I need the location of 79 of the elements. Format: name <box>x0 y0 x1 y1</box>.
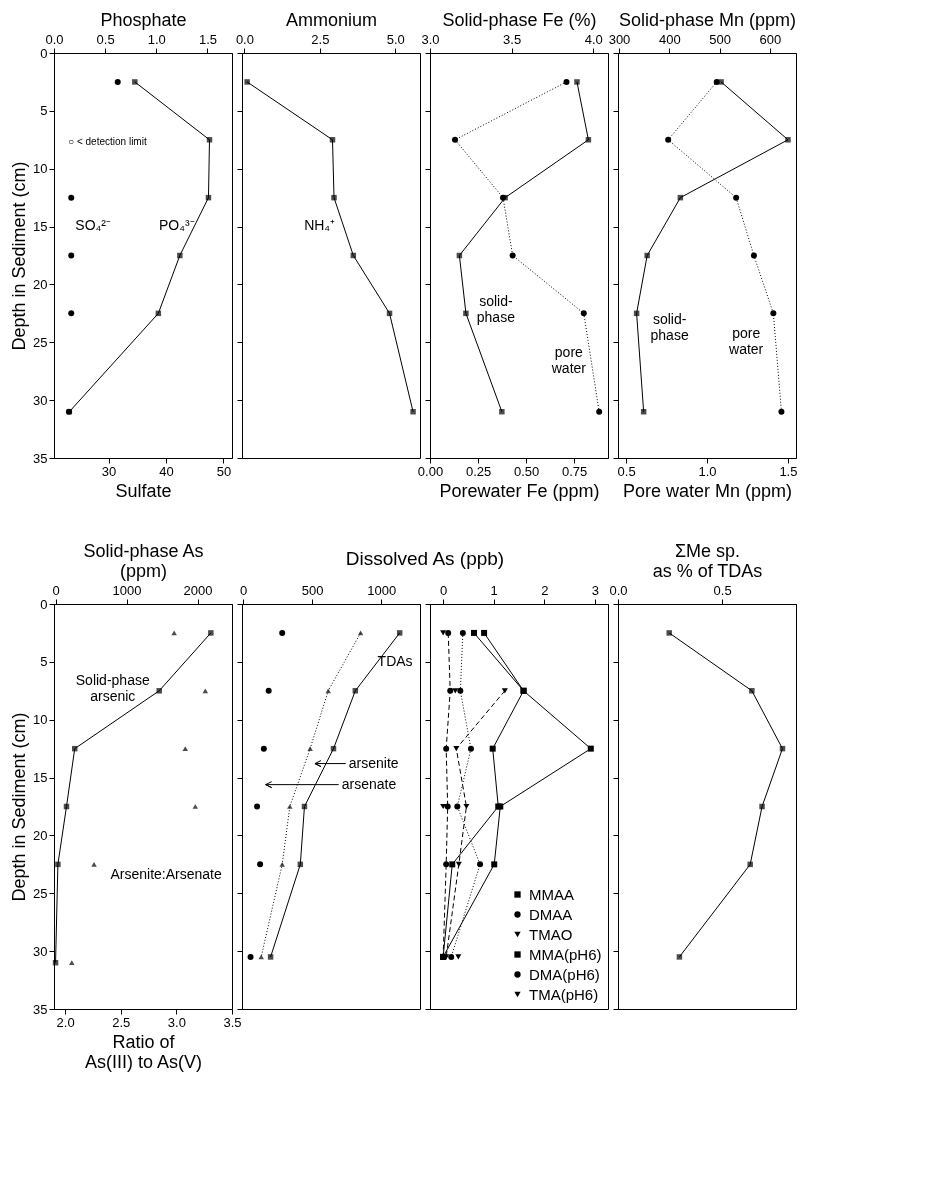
y-tick-label: 5 <box>40 654 48 670</box>
legend-label: DMA(pH6) <box>529 965 600 983</box>
y-tick-label: 15 <box>33 219 48 235</box>
x2-axis-title: Solid-phase As (ppm) <box>83 540 204 581</box>
x-tick-label: 5.0 <box>386 31 405 47</box>
x-axis-title: Ammonium <box>285 9 378 30</box>
annotation: TDAs <box>377 652 413 669</box>
x2-tick-label: 300 <box>608 31 631 47</box>
x-tick-label: 50 <box>216 463 232 479</box>
legend-label: TMAO <box>529 925 573 943</box>
annotation: ○ < detection limit <box>68 136 147 148</box>
annotation: Arsenite:Arsenate <box>110 866 222 883</box>
y-tick-label: 0 <box>40 596 48 612</box>
x-tick-label: 3.5 <box>223 1014 242 1030</box>
x-tick-label: 3 <box>591 582 599 598</box>
x-tick-label: 0.0 <box>609 582 628 598</box>
legend-label: MMA(pH6) <box>529 945 602 963</box>
x-tick-label: 0.5 <box>713 582 732 598</box>
x2-tick-label: 4.0 <box>584 31 603 47</box>
x2-tick-label: 400 <box>658 31 681 47</box>
x-tick-label: 1.0 <box>698 463 717 479</box>
x-tick-label: 500 <box>301 582 324 598</box>
annotation: solid- phase <box>650 311 689 344</box>
annotation: Solid-phase arsenic <box>75 671 150 704</box>
y-tick-label: 35 <box>33 1001 48 1017</box>
y-tick-label: 10 <box>33 161 48 177</box>
annotation: solid- phase <box>476 292 516 325</box>
x-axis-title: Ratio of As(III) to As(V) <box>84 1031 203 1072</box>
legend-label: DMAA <box>529 905 573 923</box>
x2-tick-label: 600 <box>759 31 782 47</box>
x-tick-label: 2.0 <box>56 1014 75 1030</box>
y-tick-label: 0 <box>40 45 48 61</box>
y-axis-title: Depth in Sediment (cm) <box>9 712 30 902</box>
x-tick-label: 0.75 <box>562 463 588 479</box>
x-axis-title: Pore water Mn (ppm) <box>622 480 793 501</box>
annotation: PO₄³⁻ <box>159 216 195 233</box>
x-tick-label: 40 <box>159 463 174 479</box>
x-tick-label: 1 <box>490 582 498 598</box>
y-tick-label: 20 <box>33 827 48 843</box>
annotation: arsenate <box>341 775 397 792</box>
annotation: pore water <box>728 325 764 358</box>
x2-axis-title: Solid-phase Mn (ppm) <box>618 9 797 30</box>
annotation: NH₄⁺ <box>304 216 336 233</box>
legend-label: TMA(pH6) <box>529 985 599 1003</box>
x-tick-label: 1000 <box>367 582 397 598</box>
x-tick-label: 0.25 <box>465 463 492 479</box>
x-tick-label: 0 <box>440 582 448 598</box>
legend-label: MMAA <box>529 885 574 903</box>
y-tick-label: 20 <box>33 276 48 292</box>
x-tick-label: 0.00 <box>417 463 444 479</box>
annotation: arsenite <box>348 754 399 771</box>
x2-tick-label: 2000 <box>183 582 213 598</box>
x-tick-label: 0.0 <box>235 31 254 47</box>
y-tick-label: 30 <box>33 392 48 408</box>
x-tick-label: 0.50 <box>513 463 540 479</box>
y-tick-label: 30 <box>33 943 48 959</box>
x-axis-title: Porewater Fe (ppm) <box>439 480 600 501</box>
y-axis-title: Depth in Sediment (cm) <box>9 161 30 351</box>
x-tick-label: 2.5 <box>112 1014 131 1030</box>
x-tick-label: 1.5 <box>779 463 798 479</box>
y-tick-label: 5 <box>40 103 48 119</box>
x-tick-label: 0.5 <box>617 463 636 479</box>
x-tick-label: 2.5 <box>311 31 330 47</box>
x-axis-title: Sulfate <box>115 480 172 501</box>
x-tick-label: 3.0 <box>167 1014 186 1030</box>
y-tick-label: 25 <box>33 334 48 350</box>
annotation: pore water <box>550 343 587 376</box>
y-tick-label: 25 <box>33 885 48 901</box>
annotation: SO₄²⁻ <box>75 216 111 233</box>
x-tick-label: 2 <box>541 582 549 598</box>
x-axis-title: ΣMe sp. as % of TDAs <box>652 540 763 581</box>
y-tick-label: 10 <box>33 712 48 728</box>
y-tick-label: 15 <box>33 770 48 786</box>
x-tick-label: 30 <box>101 463 117 479</box>
x2-axis-title: Phosphate <box>100 9 187 30</box>
chart-title: Dissolved As (ppb) <box>345 548 505 569</box>
x2-axis-title: Solid-phase Fe (%) <box>442 9 597 30</box>
x-tick-label: 0 <box>239 582 248 598</box>
y-tick-label: 35 <box>33 450 48 466</box>
